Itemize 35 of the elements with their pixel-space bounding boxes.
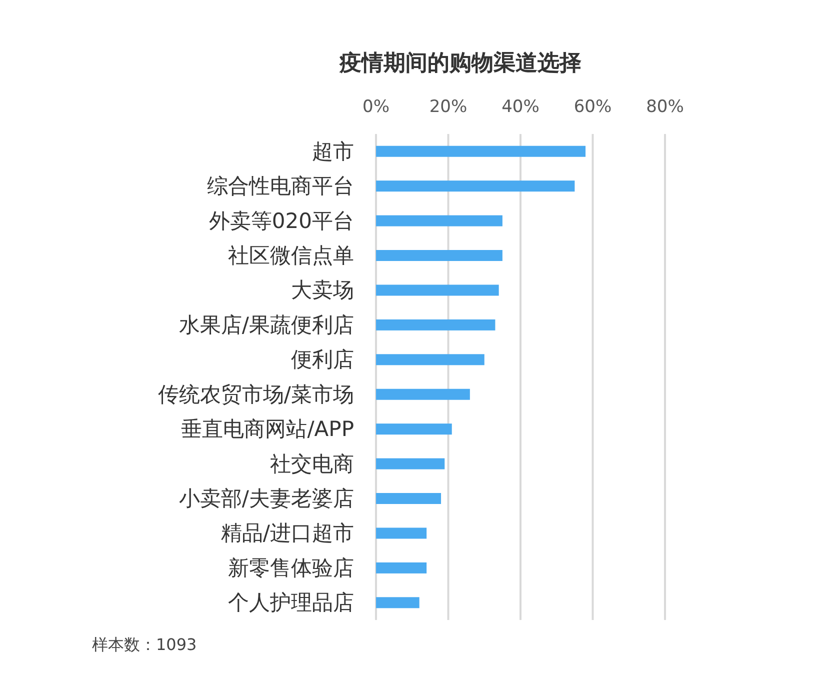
x-tick-label: 60% xyxy=(574,97,612,117)
y-tick-label: 综合性电商平台 xyxy=(207,174,354,198)
y-tick-label: 新零售体验店 xyxy=(228,556,354,580)
y-tick-label: 水果店/果蔬便利店 xyxy=(178,312,354,337)
bar xyxy=(376,562,427,574)
chart-title: 疫情期间的购物渠道选择 xyxy=(338,51,582,76)
bar xyxy=(376,180,575,192)
bar xyxy=(376,597,420,608)
bar xyxy=(376,354,484,366)
y-tick-label: 垂直电商网站/APP xyxy=(181,417,354,442)
y-tick-label: 个人护理品店 xyxy=(228,590,354,615)
y-tick-label: 社区微信点单 xyxy=(228,244,354,268)
y-tick-label: 小卖部/夫妻老婆店 xyxy=(178,486,354,510)
x-tick-label: 20% xyxy=(429,97,468,117)
y-tick-label: 便利店 xyxy=(291,348,354,372)
y-tick-label: 社交电商 xyxy=(270,452,354,476)
x-tick-label: 40% xyxy=(502,97,540,117)
bar xyxy=(376,458,445,470)
bar xyxy=(376,493,442,504)
bar xyxy=(376,250,502,261)
bar xyxy=(376,388,470,400)
y-tick-label: 大卖场 xyxy=(291,278,354,302)
bar xyxy=(376,146,586,157)
y-tick-label: 外卖等020平台 xyxy=(208,208,354,233)
bar xyxy=(376,424,452,435)
x-tick-label: 80% xyxy=(646,97,684,117)
y-tick-label: 传统农贸市场/菜市场 xyxy=(158,382,354,406)
text: 样本数：1093 xyxy=(92,635,197,654)
bar xyxy=(376,319,496,330)
y-tick-label: 超市 xyxy=(312,139,354,164)
y-tick-label: 精品/进口超市 xyxy=(220,521,354,546)
bar xyxy=(376,528,427,539)
bar xyxy=(376,215,502,226)
bar xyxy=(376,284,499,296)
x-tick-label: 0% xyxy=(362,97,390,117)
